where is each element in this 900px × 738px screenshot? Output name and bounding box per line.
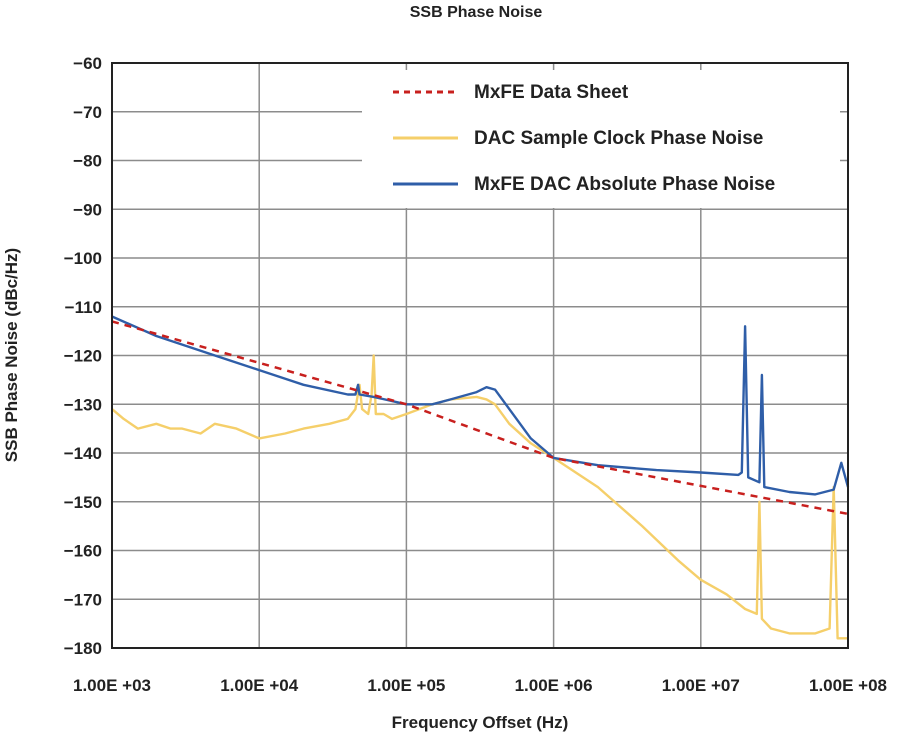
x-tick-label: 1.00E +05 — [367, 676, 445, 695]
y-tick-label: −80 — [73, 152, 102, 171]
y-tick-label: −90 — [73, 200, 102, 219]
y-tick-label: −170 — [64, 590, 102, 609]
y-tick-label: −160 — [64, 542, 102, 561]
series-line-0 — [111, 320, 849, 516]
y-tick-label: −100 — [64, 249, 102, 268]
series-layer — [111, 315, 850, 640]
legend: MxFE Data Sheet DAC Sample Clock Phase No… — [362, 70, 840, 208]
y-tick-label: −150 — [64, 493, 102, 512]
y-tick-label: −70 — [73, 103, 102, 122]
y-tick-label: −130 — [64, 395, 102, 414]
y-tick-label: −120 — [64, 347, 102, 366]
y-axis-label: SSB Phase Noise (dBc/Hz) — [2, 248, 21, 462]
x-tick-label: 1.00E +03 — [73, 676, 151, 695]
y-axis-ticks: −60 −70 −80 −90 −100 −110 −120 −130 −140 −150 −160… — [64, 54, 102, 658]
x-tick-label: 1.00E +06 — [515, 676, 593, 695]
x-axis-label: Frequency Offset (Hz) — [392, 713, 569, 732]
y-tick-label: −60 — [73, 54, 102, 73]
y-tick-label: −140 — [64, 444, 102, 463]
legend-label-2: MxFE DAC Absolute Phase Noise — [474, 174, 775, 195]
y-tick-label: −180 — [64, 639, 102, 658]
x-tick-label: 1.00E +08 — [809, 676, 887, 695]
series-line-1 — [111, 354, 848, 640]
y-tick-label: −110 — [65, 298, 102, 317]
x-tick-label: 1.00E +07 — [662, 676, 740, 695]
legend-label-0: MxFE Data Sheet — [474, 82, 629, 103]
chart-title: SSB Phase Noise — [410, 4, 543, 21]
legend-label-1: DAC Sample Clock Phase Noise — [474, 128, 763, 149]
plot-border — [111, 62, 849, 649]
x-tick-label: 1.00E +04 — [220, 676, 299, 695]
series-line-2 — [111, 315, 850, 496]
x-axis-ticks: 1.00E +03 1.00E +04 1.00E +05 1.00E +06 1.00… — [73, 676, 887, 695]
